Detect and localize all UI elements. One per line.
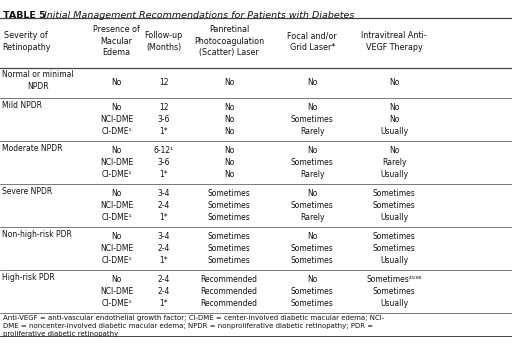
Text: Recommended
Recommended
Recommended: Recommended Recommended Recommended (201, 276, 258, 308)
Text: 3-4
2-4
1*: 3-4 2-4 1* (158, 189, 170, 222)
Text: No
NCI-DME
CI-DME¹: No NCI-DME CI-DME¹ (100, 103, 133, 136)
Text: No: No (224, 78, 234, 87)
Text: 3-4
2-4
1*: 3-4 2-4 1* (158, 232, 170, 265)
Text: TABLE 5: TABLE 5 (3, 11, 45, 20)
Text: 6-12¹
3-6
1*: 6-12¹ 3-6 1* (154, 146, 174, 179)
Text: Sometimes
Sometimes
Sometimes: Sometimes Sometimes Sometimes (208, 189, 250, 222)
Text: High-risk PDR: High-risk PDR (2, 273, 55, 282)
Text: No
Sometimes
Sometimes: No Sometimes Sometimes (291, 232, 334, 265)
Text: Severe NPDR: Severe NPDR (2, 187, 52, 196)
Text: Initial Management Recommendations for Patients with Diabetes: Initial Management Recommendations for P… (38, 11, 355, 20)
Text: 12: 12 (159, 78, 168, 87)
Text: Intravitreal Anti-
VEGF Therapy: Intravitreal Anti- VEGF Therapy (361, 31, 427, 52)
Text: No
Sometimes
Sometimes: No Sometimes Sometimes (291, 276, 334, 308)
Text: No
No
No: No No No (224, 146, 234, 179)
Text: Normal or minimal
NPDR: Normal or minimal NPDR (2, 70, 74, 91)
Text: 2-4
2-4
1*: 2-4 2-4 1* (158, 276, 170, 308)
Text: 12
3-6
1*: 12 3-6 1* (158, 103, 170, 136)
Text: Moderate NPDR: Moderate NPDR (2, 144, 62, 153)
Text: No
Rarely
Usually: No Rarely Usually (380, 146, 408, 179)
Text: No: No (111, 78, 122, 87)
Text: Focal and/or
Grid Laser*: Focal and/or Grid Laser* (287, 31, 337, 52)
Text: Mild NPDR: Mild NPDR (2, 101, 42, 110)
Text: Panretinal
Photocoagulation
(Scatter) Laser: Panretinal Photocoagulation (Scatter) La… (194, 25, 264, 57)
Text: No
No
Usually: No No Usually (380, 103, 408, 136)
Text: No
No
No: No No No (224, 103, 234, 136)
Text: No: No (389, 78, 399, 87)
Text: No
NCI-DME
CI-DME¹: No NCI-DME CI-DME¹ (100, 276, 133, 308)
Text: No: No (307, 78, 317, 87)
Text: Sometimes
Sometimes
Usually: Sometimes Sometimes Usually (373, 232, 416, 265)
Text: Sometimes
Sometimes
Sometimes: Sometimes Sometimes Sometimes (208, 232, 250, 265)
Text: Follow-up
(Months): Follow-up (Months) (145, 31, 183, 52)
Text: Sometimes
Sometimes
Usually: Sometimes Sometimes Usually (373, 189, 416, 222)
Text: No
NCI-DME
CI-DME¹: No NCI-DME CI-DME¹ (100, 146, 133, 179)
Text: Severity of
Retinopathy: Severity of Retinopathy (2, 31, 51, 52)
Text: No
Sometimes
Rarely: No Sometimes Rarely (291, 103, 334, 136)
Text: No
Sometimes
Rarely: No Sometimes Rarely (291, 146, 334, 179)
Text: Sometimes²⁵³⁸
Sometimes
Usually: Sometimes²⁵³⁸ Sometimes Usually (367, 276, 422, 308)
Text: Presence of
Macular
Edema: Presence of Macular Edema (93, 25, 140, 57)
Text: No
Sometimes
Rarely: No Sometimes Rarely (291, 189, 334, 222)
Text: Non-high-risk PDR: Non-high-risk PDR (2, 230, 72, 239)
Text: No
NCI-DME
CI-DME¹: No NCI-DME CI-DME¹ (100, 189, 133, 222)
Text: No
NCI-DME
CI-DME¹: No NCI-DME CI-DME¹ (100, 232, 133, 265)
Text: Anti-VEGF = anti-vascular endothelial growth factor; CI-DME = center-involved di: Anti-VEGF = anti-vascular endothelial gr… (3, 315, 384, 336)
